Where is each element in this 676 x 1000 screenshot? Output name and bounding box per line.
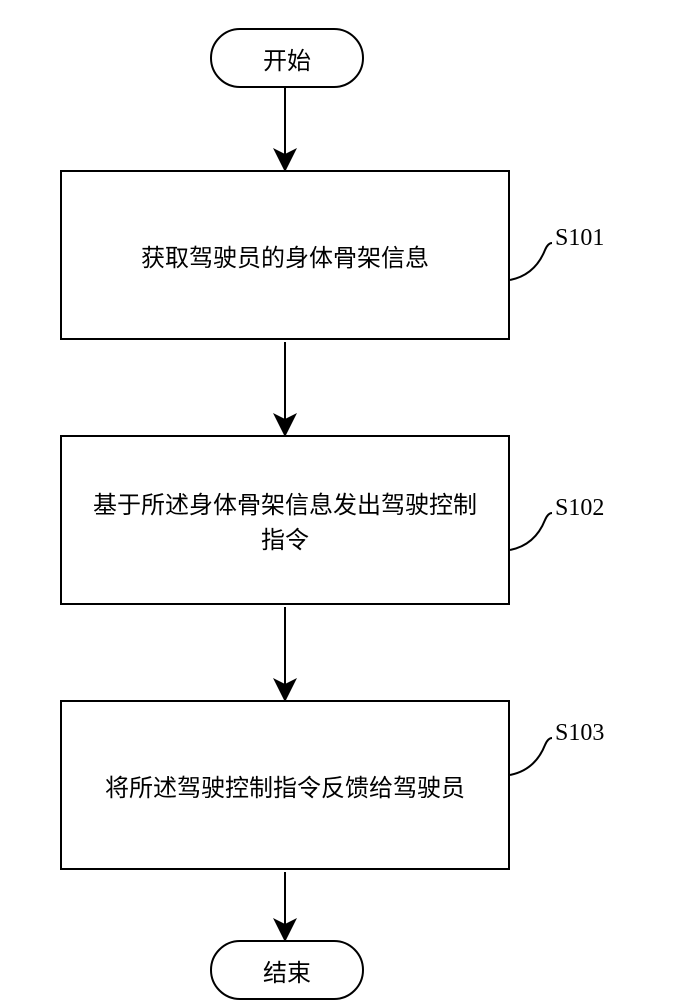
node-s102-text: 基于所述身体骨架信息发出驾驶控制指令 — [82, 485, 488, 555]
node-s101-text: 获取驾驶员的身体骨架信息 — [141, 238, 429, 273]
node-start-text: 开始 — [263, 41, 311, 76]
node-start: 开始 — [210, 28, 364, 88]
flowchart-canvas: 开始 获取驾驶员的身体骨架信息 S101 基于所述身体骨架信息发出驾驶控制指令 … — [0, 0, 676, 1000]
node-s103: 将所述驾驶控制指令反馈给驾驶员 — [60, 700, 510, 870]
node-s101: 获取驾驶员的身体骨架信息 — [60, 170, 510, 340]
connector-s103 — [510, 738, 552, 775]
connector-s102 — [510, 513, 552, 550]
node-s103-text: 将所述驾驶控制指令反馈给驾驶员 — [105, 768, 465, 803]
node-end-text: 结束 — [263, 953, 311, 988]
label-s103: S103 — [555, 720, 604, 747]
node-s102: 基于所述身体骨架信息发出驾驶控制指令 — [60, 435, 510, 605]
connector-s101 — [510, 243, 552, 280]
label-s101: S101 — [555, 225, 604, 252]
label-s102: S102 — [555, 495, 604, 522]
node-end: 结束 — [210, 940, 364, 1000]
